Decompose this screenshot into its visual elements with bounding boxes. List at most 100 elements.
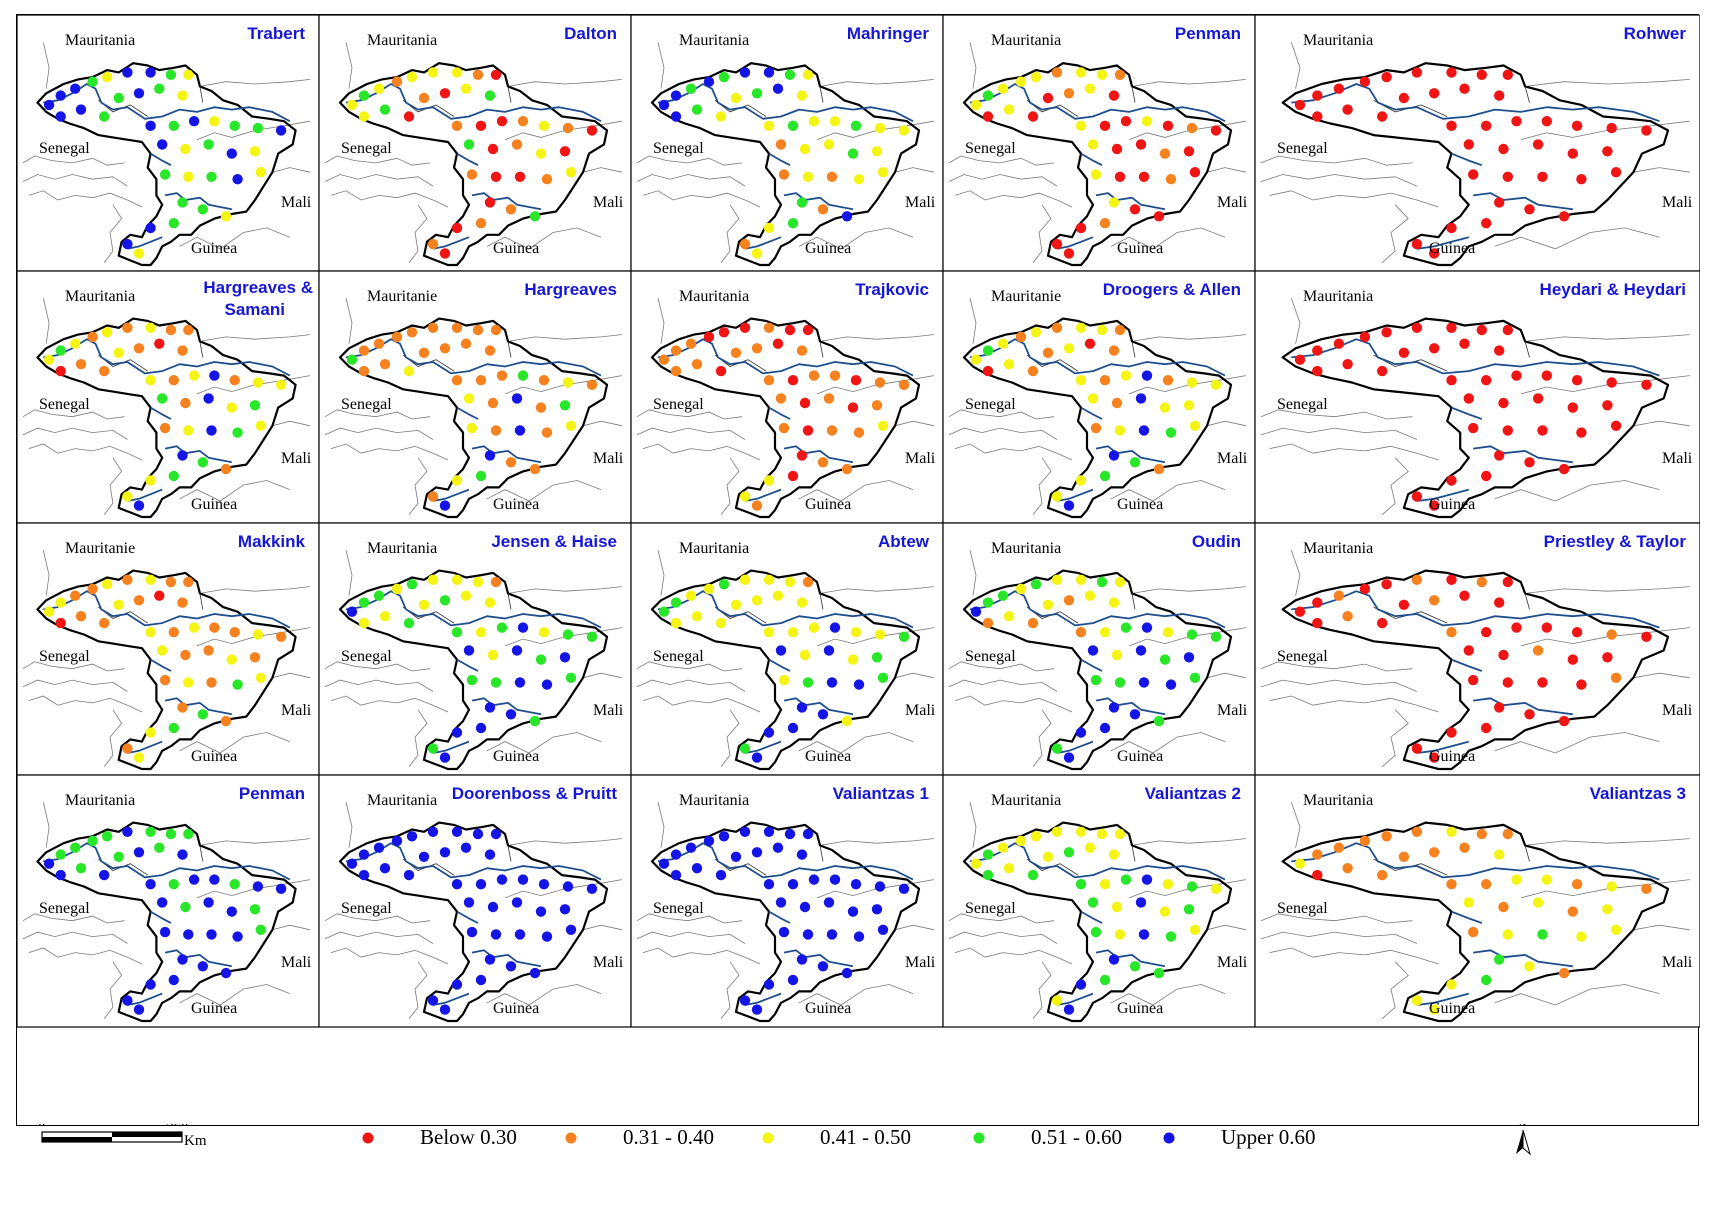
station-point (475, 627, 487, 638)
station-point (113, 92, 124, 104)
station-point (484, 90, 496, 101)
station-point (75, 359, 87, 370)
station-point (670, 849, 682, 860)
station-point (249, 400, 261, 411)
station-point (188, 622, 200, 633)
station-point (823, 139, 835, 150)
country-label-west: Senegal (1277, 140, 1328, 157)
station-point (1189, 420, 1201, 431)
context-border (1260, 661, 1413, 672)
station-point (787, 218, 799, 229)
station-point (209, 622, 220, 633)
country-label-south: Guinea (1117, 748, 1163, 765)
country-label-west: Senegal (39, 900, 90, 917)
station-point (751, 500, 763, 511)
river (744, 740, 782, 754)
country-label-west: Senegal (653, 900, 704, 917)
station-point (1494, 345, 1505, 356)
station-point (841, 967, 853, 979)
context-border (1032, 457, 1052, 515)
station-point (1502, 677, 1514, 688)
station-point (565, 420, 577, 431)
country-label-south: Guinea (805, 1000, 851, 1017)
context-border (22, 409, 125, 420)
station-point (517, 116, 529, 127)
station-point (1075, 574, 1087, 585)
station-point (43, 354, 55, 365)
station-point (1498, 143, 1509, 155)
station-point (1342, 104, 1353, 115)
station-point (1051, 826, 1063, 837)
station-point (427, 238, 439, 250)
station-point (180, 397, 191, 409)
station-point (43, 606, 55, 617)
context-border (720, 204, 740, 263)
inner-border (199, 593, 204, 610)
station-point (1567, 402, 1579, 413)
river (969, 842, 1226, 881)
station-point (1075, 120, 1087, 131)
country-label-east: Mali (593, 954, 624, 971)
context-border (636, 427, 746, 440)
station-point (1189, 672, 1201, 683)
basin-outline (650, 317, 921, 519)
station-point (1567, 654, 1579, 665)
river (1056, 488, 1094, 502)
station-point (183, 677, 194, 688)
station-point (206, 171, 217, 182)
legend-label: 0.51 - 0.60 (1031, 1125, 1122, 1149)
context-border (582, 672, 623, 679)
station-point (496, 370, 508, 381)
map-panel: Mauritania Senegal Mali Guinea Hargreaves & S… (17, 270, 320, 524)
context-border (636, 661, 743, 672)
station-point (670, 111, 682, 122)
station-point (691, 359, 703, 370)
station-point (1602, 400, 1613, 411)
station-point (1030, 71, 1042, 83)
station-point (75, 104, 87, 115)
station-point (133, 343, 145, 354)
panel-title: Priestley & Taylor (1544, 532, 1687, 551)
context-border (1260, 913, 1413, 924)
context-border (1110, 480, 1226, 502)
station-point (718, 831, 730, 842)
context-border (1633, 672, 1690, 679)
station-point (229, 879, 240, 890)
station-point (1312, 365, 1323, 377)
station-point (787, 627, 799, 638)
station-point (739, 238, 751, 250)
station-point (535, 906, 547, 917)
context-border (103, 457, 123, 515)
station-point (1051, 238, 1063, 250)
station-point (391, 331, 403, 343)
station-point (1165, 931, 1177, 942)
station-point (358, 869, 370, 881)
basin-outline (1281, 317, 1670, 519)
context-border (1381, 204, 1409, 263)
station-point (1541, 622, 1553, 633)
station-point (232, 174, 243, 185)
country-label-east: Mali (1217, 954, 1248, 971)
station-point (220, 463, 232, 475)
context-border (507, 838, 623, 846)
river (471, 949, 542, 968)
station-point (403, 869, 415, 881)
legend-item: Upper 0.60 (1163, 1125, 1315, 1149)
country-label-north: Mauritania (679, 32, 749, 49)
station-point (1075, 826, 1087, 837)
station-point (511, 393, 523, 404)
station-point (101, 579, 113, 590)
station-point (403, 617, 415, 629)
station-point (559, 904, 571, 915)
station-point (1108, 90, 1120, 101)
station-point (1429, 752, 1440, 763)
station-point (898, 379, 910, 390)
station-point (145, 979, 156, 990)
station-point (517, 874, 529, 885)
station-point (751, 248, 763, 259)
station-point (255, 672, 266, 683)
station-point (685, 842, 697, 853)
station-point (970, 858, 982, 869)
station-point (159, 422, 171, 434)
station-point (145, 879, 156, 890)
